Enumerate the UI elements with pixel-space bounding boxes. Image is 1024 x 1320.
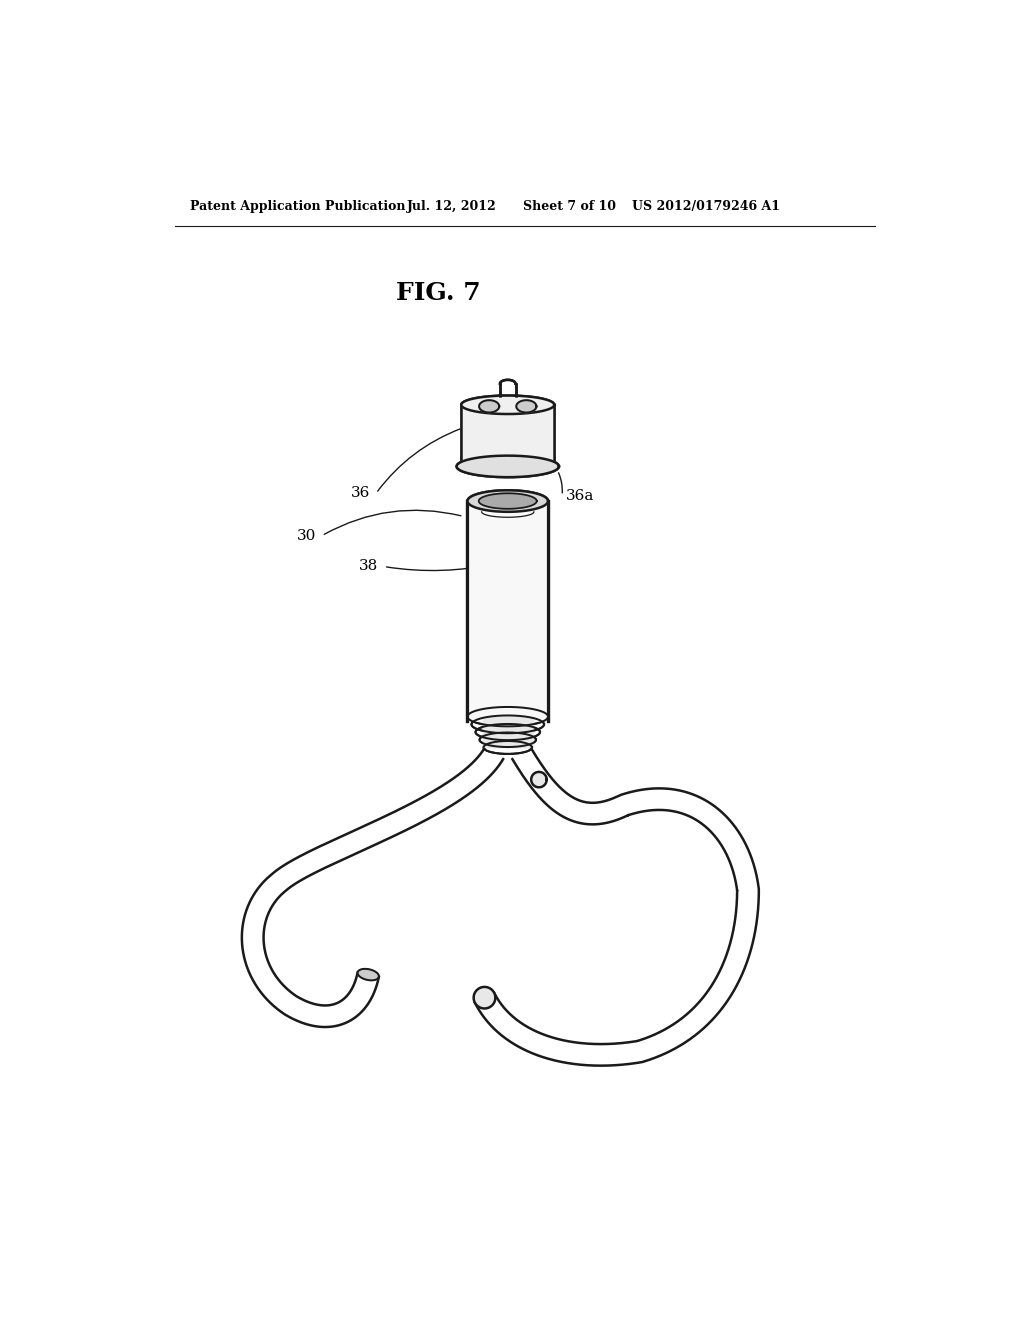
Polygon shape bbox=[482, 717, 532, 747]
Polygon shape bbox=[467, 502, 548, 721]
Polygon shape bbox=[474, 987, 496, 1008]
Polygon shape bbox=[457, 455, 559, 477]
Text: 38: 38 bbox=[359, 560, 378, 573]
Polygon shape bbox=[516, 400, 537, 412]
Text: 30: 30 bbox=[297, 529, 316, 543]
Polygon shape bbox=[461, 396, 554, 414]
Polygon shape bbox=[531, 772, 547, 787]
Polygon shape bbox=[516, 400, 537, 412]
Polygon shape bbox=[479, 400, 500, 412]
Polygon shape bbox=[482, 717, 532, 747]
Text: Jul. 12, 2012: Jul. 12, 2012 bbox=[407, 199, 497, 213]
Text: Patent Application Publication: Patent Application Publication bbox=[190, 199, 406, 213]
Polygon shape bbox=[357, 969, 379, 981]
Polygon shape bbox=[467, 490, 548, 512]
Polygon shape bbox=[479, 494, 537, 508]
Polygon shape bbox=[479, 494, 537, 508]
Text: 36: 36 bbox=[351, 486, 371, 500]
Polygon shape bbox=[242, 748, 503, 1027]
Polygon shape bbox=[461, 405, 554, 466]
Text: Sheet 7 of 10: Sheet 7 of 10 bbox=[523, 199, 616, 213]
Text: 36a: 36a bbox=[566, 488, 594, 503]
Text: US 2012/0179246 A1: US 2012/0179246 A1 bbox=[632, 199, 779, 213]
Polygon shape bbox=[461, 396, 554, 414]
Text: FIG. 7: FIG. 7 bbox=[395, 281, 480, 305]
Polygon shape bbox=[479, 400, 500, 412]
Polygon shape bbox=[457, 455, 559, 477]
Polygon shape bbox=[467, 502, 548, 721]
Polygon shape bbox=[475, 748, 759, 1065]
Polygon shape bbox=[467, 490, 548, 512]
Polygon shape bbox=[461, 405, 554, 466]
